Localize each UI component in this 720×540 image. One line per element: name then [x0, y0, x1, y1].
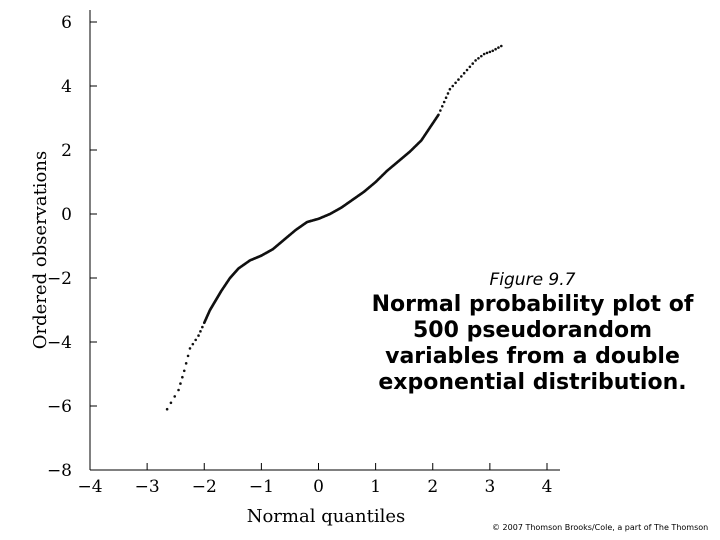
data-point: [477, 56, 480, 60]
data-point: [186, 354, 190, 358]
x-tick-label: 2: [427, 477, 438, 497]
data-point: [182, 369, 186, 373]
data-point: [188, 347, 192, 350]
x-tick-label: −3: [135, 477, 160, 497]
data-point: [494, 47, 497, 51]
data-point: [485, 51, 489, 55]
data-point: [184, 362, 188, 365]
y-tick-label: −2: [47, 269, 72, 289]
data-point: [444, 96, 448, 100]
x-tick-label: 3: [484, 477, 495, 497]
x-tick-label: −2: [192, 477, 217, 497]
data-point: [497, 46, 500, 49]
data-point: [442, 100, 446, 104]
y-tick-label: 4: [61, 77, 72, 97]
y-tick-label: −4: [47, 333, 72, 353]
y-tick-label: −6: [47, 397, 72, 417]
data-point: [191, 342, 195, 346]
data-point: [451, 84, 455, 88]
data-point: [448, 87, 452, 91]
figure-title: Normal probability plot of 500 pseudoran…: [371, 292, 694, 395]
data-point: [440, 104, 444, 108]
data-point: [460, 75, 463, 78]
x-tick-label: 0: [313, 477, 324, 497]
y-axis-label: Ordered observations: [30, 151, 51, 349]
data-point: [179, 382, 182, 385]
copyright-notice: © 2007 Thomson Brooks/Cole, a part of Th…: [492, 523, 709, 532]
data-point: [194, 338, 197, 342]
y-tick-label: 6: [61, 13, 72, 33]
data-point: [181, 375, 184, 379]
data-point: [457, 78, 460, 81]
data-point: [165, 407, 169, 411]
data-points: [165, 44, 503, 411]
x-tick-label: 1: [370, 477, 381, 497]
data-point: [177, 388, 180, 392]
data-point: [474, 59, 477, 62]
data-point: [199, 330, 202, 333]
x-axis-label: Normal quantiles: [247, 506, 406, 527]
axes: −8 −6 −4 −2 0 2 4 6 −4 −3 −2 −1 0 1 2 3 4: [47, 10, 560, 497]
data-point: [446, 92, 450, 95]
data-point: [500, 44, 503, 48]
data-point: [197, 334, 200, 337]
x-tick-label: −4: [77, 477, 102, 497]
y-tick-label: 0: [61, 205, 72, 225]
y-tick-label: −8: [47, 461, 72, 481]
data-point: [439, 109, 442, 112]
data-point: [488, 50, 492, 54]
data-point: [471, 62, 475, 65]
data-point: [169, 401, 173, 405]
data-point: [465, 68, 469, 72]
x-tick-label: −1: [249, 477, 274, 497]
data-point: [482, 52, 486, 56]
x-tick-label: 4: [542, 477, 553, 497]
data-point: [201, 325, 204, 329]
data-point: [462, 71, 466, 75]
data-point: [480, 54, 483, 58]
data-point: [491, 49, 495, 53]
figure-label: Figure 9.7: [489, 270, 576, 290]
y-tick-label: 2: [61, 141, 72, 161]
figure-caption: Figure 9.7 Normal probability plot of 50…: [355, 270, 710, 396]
data-point: [468, 65, 472, 69]
data-point: [173, 395, 177, 398]
data-point: [454, 81, 457, 85]
data-point: [437, 113, 440, 117]
